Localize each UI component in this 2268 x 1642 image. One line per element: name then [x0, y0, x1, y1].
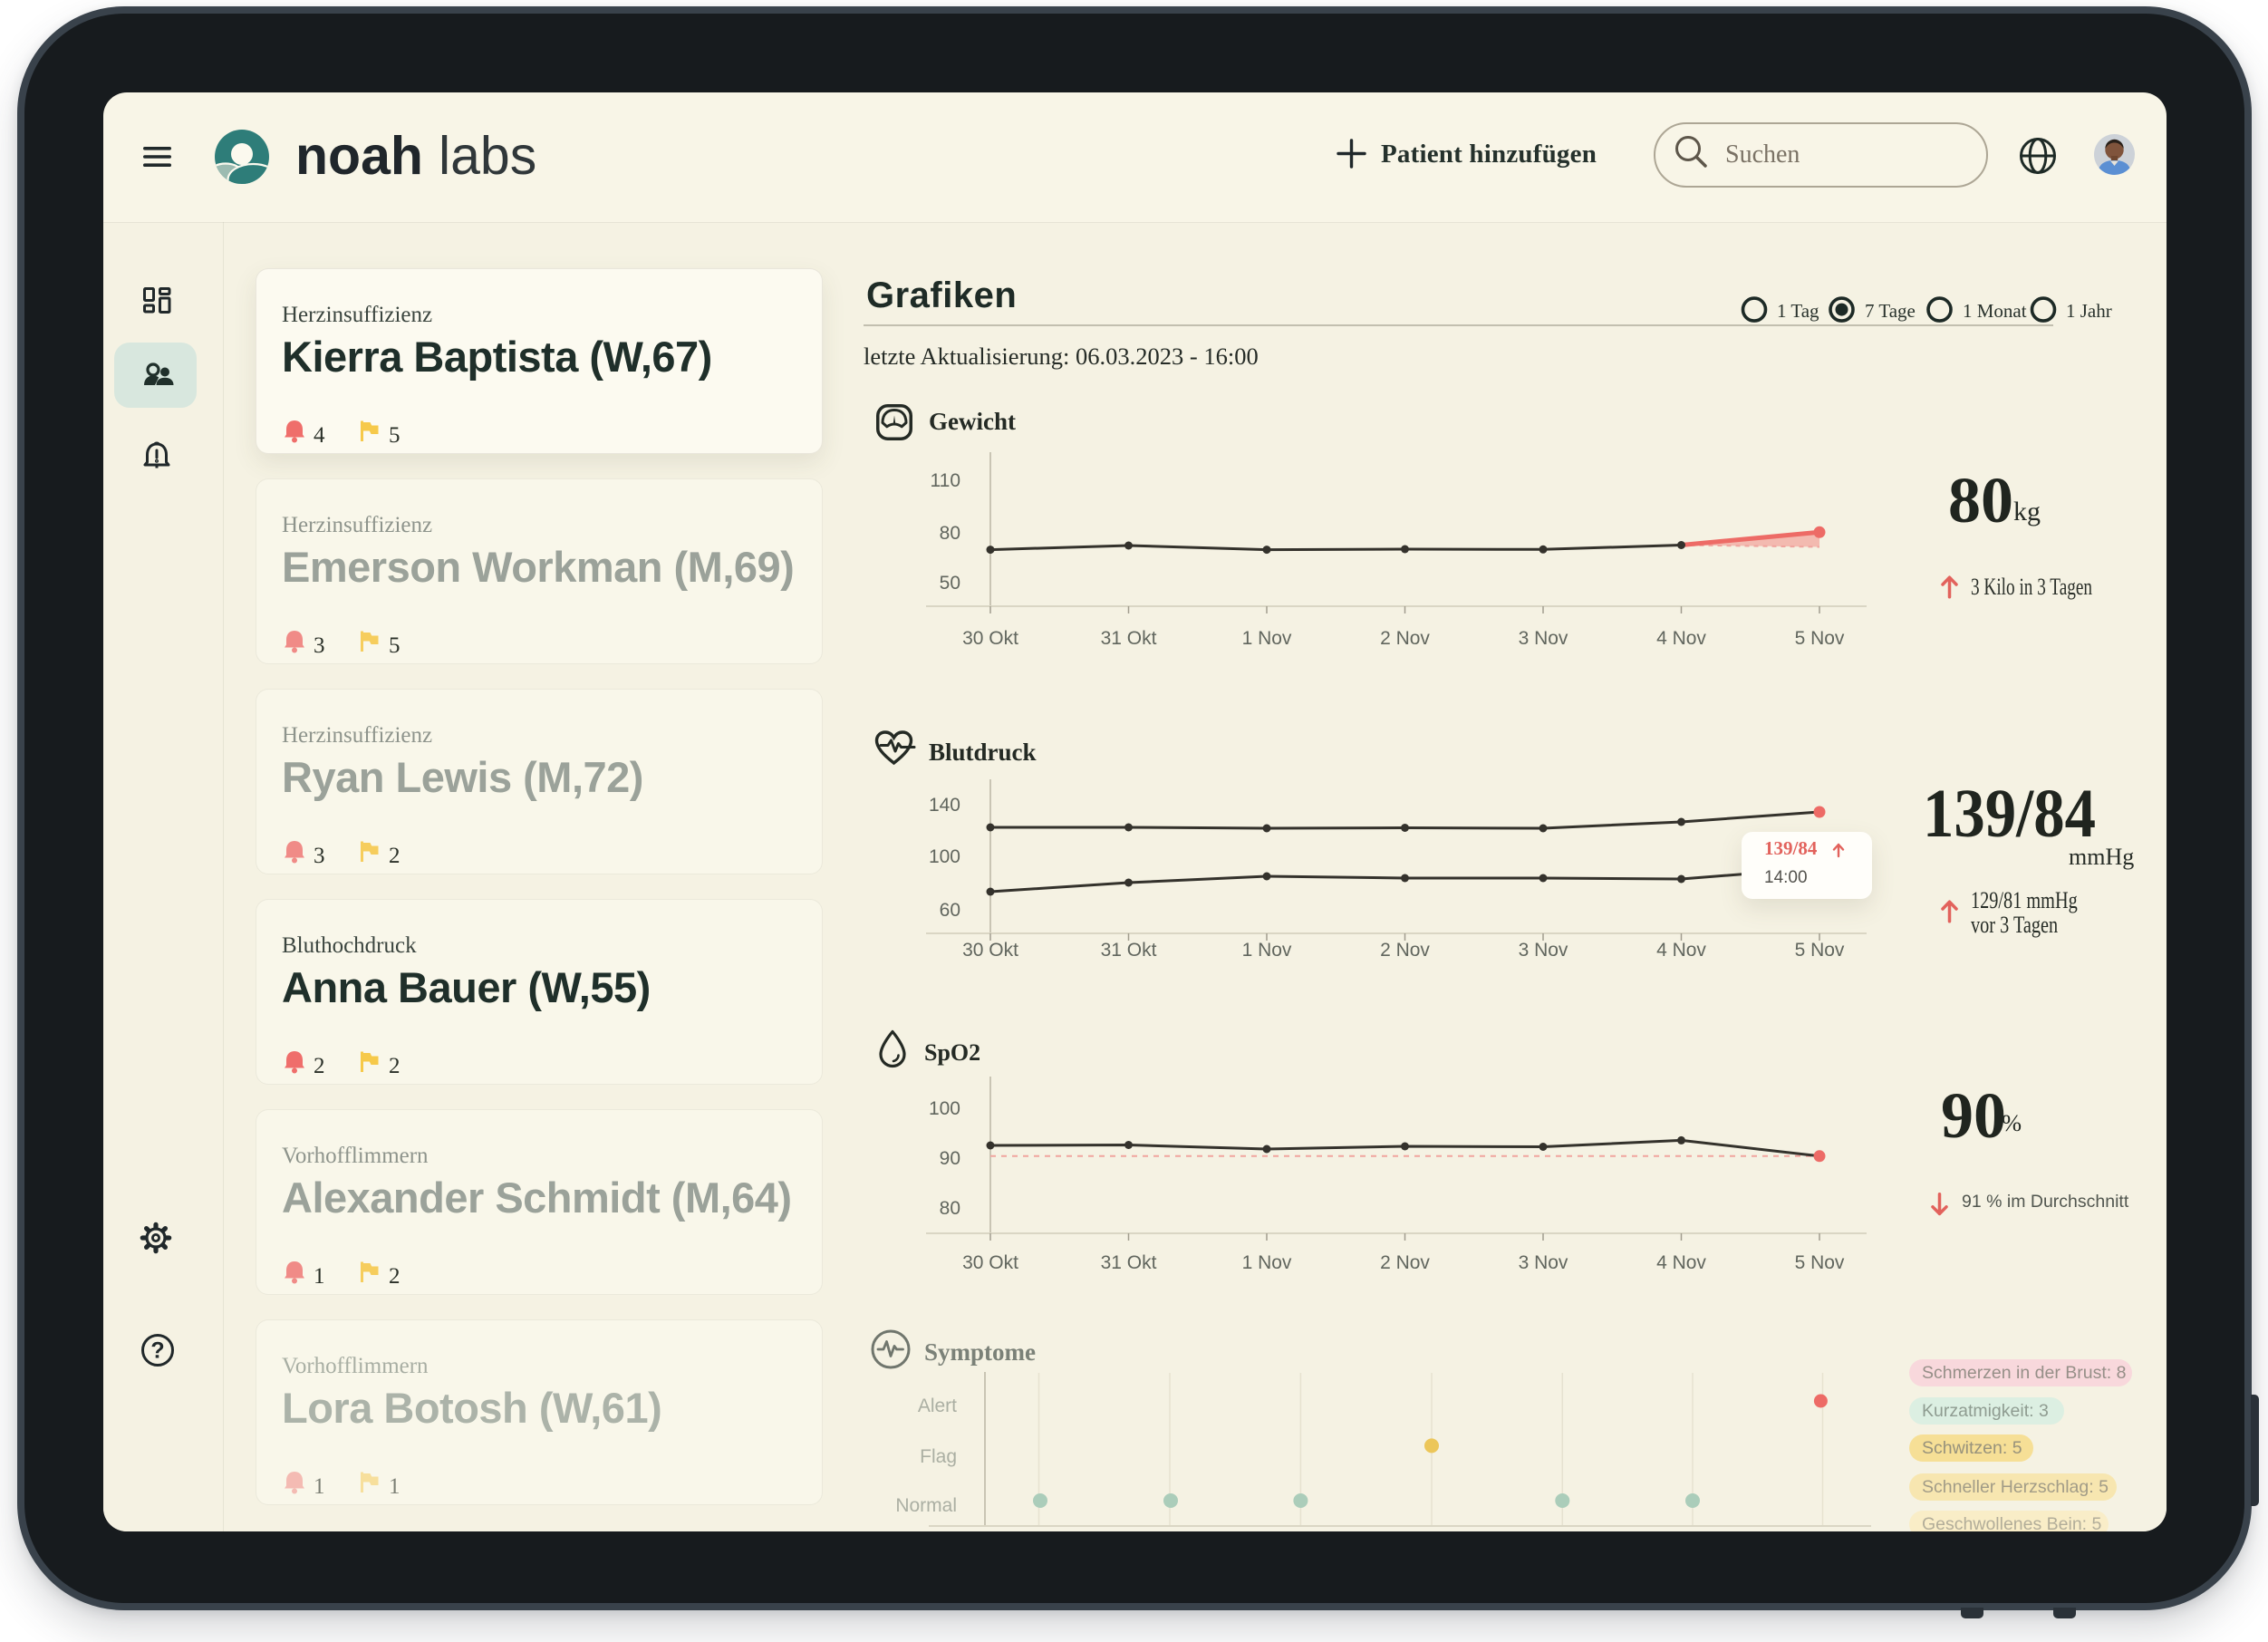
- svg-text:?: ?: [150, 1338, 164, 1364]
